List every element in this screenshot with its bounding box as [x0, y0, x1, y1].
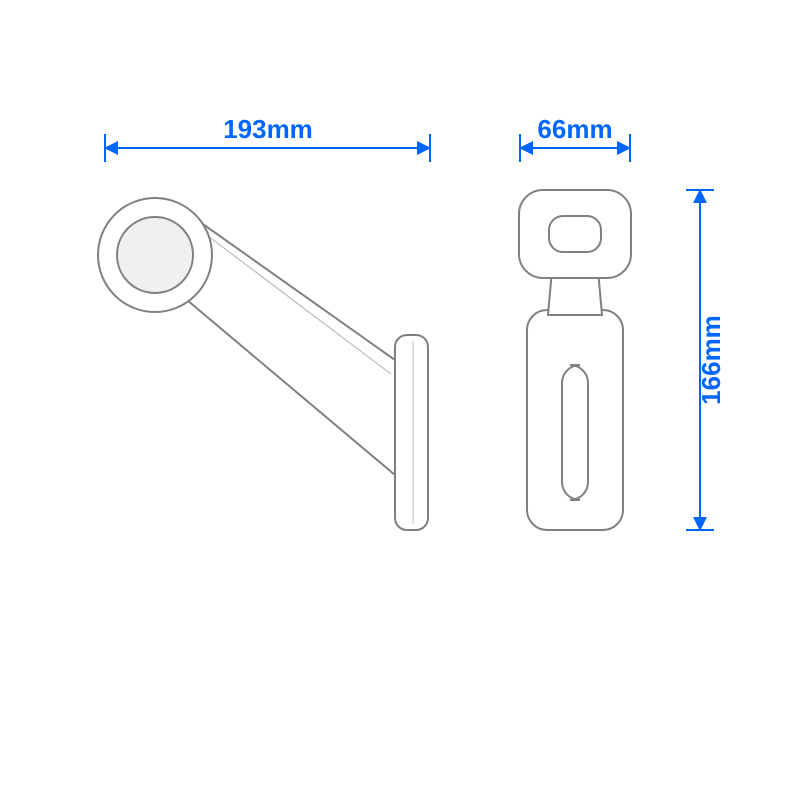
dim-height-label: 166mm [696, 315, 726, 405]
lamp-head [519, 190, 631, 278]
side-view [98, 198, 428, 530]
dim-depth-label: 66mm [537, 114, 612, 144]
mount-plate-side [395, 335, 428, 530]
lamp-inner [117, 217, 193, 293]
dim-width: 193mm [105, 114, 430, 162]
front-view [519, 190, 631, 530]
mount-plate-front [527, 310, 623, 530]
technical-drawing: 193mm 66mm 166mm [0, 0, 800, 800]
dim-width-label: 193mm [223, 114, 313, 144]
dim-depth: 66mm [520, 114, 630, 162]
dim-height: 166mm [686, 190, 726, 530]
arm [187, 222, 395, 475]
